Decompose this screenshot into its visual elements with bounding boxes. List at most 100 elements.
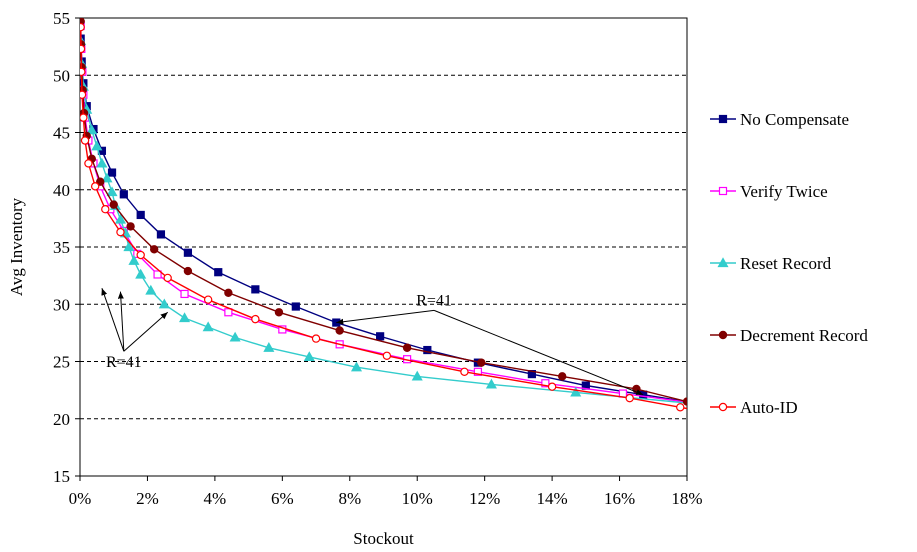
legend-label: Reset Record [740, 254, 832, 273]
data-point-decrement-record [682, 397, 687, 406]
data-point-reset-record [96, 157, 108, 168]
legend-swatch-marker [718, 330, 728, 340]
data-point-reset-record [350, 361, 363, 372]
data-point-no-compensate [183, 248, 193, 257]
data-point-decrement-record [96, 177, 105, 186]
data-point-auto-id [136, 250, 145, 260]
series-line-reset-record [80, 40, 687, 404]
annotation-arrow [117, 291, 125, 352]
series-verify-twice [80, 21, 687, 403]
data-point-reset-record [158, 298, 170, 309]
legend-item-no-compensate: No Compensate [710, 110, 849, 129]
data-point-reset-record [485, 378, 497, 389]
y-tick-label: 15 [53, 467, 70, 486]
data-point-no-compensate [156, 230, 166, 239]
data-point-auto-id [101, 205, 110, 214]
y-tick-label: 55 [53, 9, 70, 28]
annotation-arrow [123, 311, 169, 352]
legend-swatch-marker [717, 257, 729, 268]
x-tick-label: 16% [604, 489, 635, 508]
data-point-no-compensate [423, 345, 432, 355]
data-point-auto-id [90, 182, 100, 191]
legend-label: Auto-ID [740, 398, 798, 417]
axis-ticks: 15 20 25 30 35 40 45 50 55 0% 2% 4% 6% 8% 10% 12% 14% 16%… [53, 9, 703, 508]
data-point-auto-id [84, 159, 93, 168]
data-point-no-compensate [291, 302, 300, 311]
series-no-compensate [80, 34, 687, 403]
annotation-arrow [336, 309, 435, 325]
data-point-reset-record [135, 268, 147, 279]
annotation-arrow [433, 309, 644, 396]
data-point-reset-record [106, 186, 118, 197]
annotations: R=41 R=41 [101, 288, 644, 396]
data-point-decrement-record [109, 200, 118, 209]
y-axis-title: Avg Inventory [7, 197, 26, 296]
legend-item-reset-record: Reset Record [710, 254, 832, 273]
data-point-reset-record [202, 321, 214, 332]
series-group [80, 18, 687, 412]
x-tick-label: 18% [671, 489, 702, 508]
data-point-no-compensate [214, 268, 223, 277]
data-point-reset-record [263, 342, 275, 352]
data-point-decrement-record [335, 326, 344, 335]
data-point-auto-id [80, 90, 87, 99]
series-reset-record [80, 35, 687, 404]
legend-swatch-marker [718, 114, 728, 124]
data-point-reset-record [123, 241, 135, 252]
data-point-auto-id [251, 314, 260, 324]
data-point-auto-id [116, 227, 125, 237]
annotation-label: R=41 [416, 292, 452, 309]
data-point-auto-id [460, 367, 469, 377]
y-tick-label: 35 [53, 238, 70, 257]
data-point-decrement-record [149, 245, 159, 254]
series-decrement-record [80, 18, 687, 406]
gridlines [80, 74, 687, 420]
data-point-auto-id [676, 403, 685, 412]
x-tick-label: 12% [469, 489, 500, 508]
data-point-reset-record [229, 331, 241, 342]
data-point-reset-record [179, 312, 191, 323]
data-point-reset-record [145, 284, 157, 295]
series-line-no-compensate [80, 38, 687, 403]
data-point-verify-twice [153, 270, 162, 279]
data-point-no-compensate [107, 168, 117, 177]
legend-swatch-marker [718, 186, 728, 196]
data-point-verify-twice [224, 308, 233, 317]
legend-label: Verify Twice [740, 182, 828, 201]
data-point-decrement-record [224, 288, 233, 297]
data-point-auto-id [625, 393, 634, 403]
x-tick-label: 8% [338, 489, 361, 508]
y-tick-label: 40 [53, 181, 70, 200]
data-point-reset-record [128, 255, 140, 265]
x-tick-label: 10% [402, 489, 433, 508]
legend-swatch-marker [718, 402, 728, 412]
legend-item-auto-id: Auto-ID [710, 398, 798, 417]
data-point-auto-id [80, 136, 90, 145]
legend-item-decrement-record: Decrement Record [710, 326, 868, 345]
annotation-label: R=41 [106, 354, 142, 371]
data-point-auto-id [382, 351, 392, 360]
data-point-auto-id [547, 382, 557, 391]
data-point-verify-twice [473, 367, 483, 376]
data-point-reset-record [570, 386, 582, 397]
data-point-auto-id [80, 67, 86, 77]
data-point-auto-id [80, 113, 88, 122]
data-point-reset-record [91, 140, 103, 151]
y-tick-label: 20 [53, 410, 70, 429]
data-point-no-compensate [251, 285, 260, 294]
y-tick-label: 30 [53, 295, 70, 314]
data-point-auto-id [203, 295, 213, 304]
data-point-reset-record [86, 124, 98, 135]
series-line-verify-twice [80, 25, 687, 403]
series-line-auto-id [80, 27, 687, 410]
x-tick-label: 6% [271, 489, 294, 508]
data-point-decrement-record [274, 308, 284, 317]
data-point-reset-record [114, 213, 126, 224]
data-point-decrement-record [477, 358, 486, 367]
x-axis-title: Stockout [353, 529, 414, 548]
series-line-decrement-record [80, 21, 687, 403]
data-point-auto-id [80, 22, 85, 32]
series-auto-id [80, 22, 687, 412]
legend: No Compensate Verify Twice Reset Record Dec… [710, 110, 868, 417]
annotation-arrow [101, 288, 125, 352]
